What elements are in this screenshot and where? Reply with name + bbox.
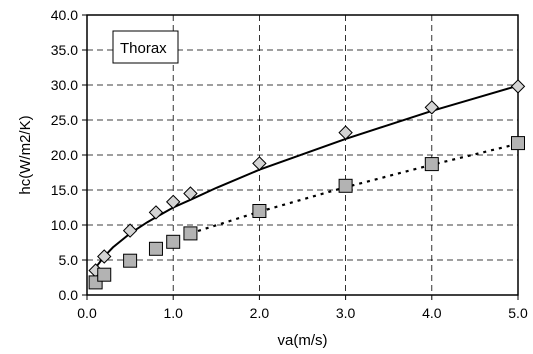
y-tick-label: 30.0 [51,77,78,93]
series-1-trend-line [94,84,519,269]
series-1-diamond-marker [252,156,267,171]
legend-label: Thorax [120,40,167,57]
series-2-square-marker [424,157,439,172]
y-tick-label: 10.0 [51,217,78,233]
y-tick-label: 15.0 [51,182,78,198]
series-1-diamond-marker [122,223,138,238]
trend-lines [94,84,519,269]
x-tick-label: 2.0 [250,305,270,321]
series-1-diamond-marker [510,79,526,94]
y-tick-labels: 0.0 5.0 10.0 15.0 20.0 25.0 30.0 35.0 40.0 [51,7,87,303]
series-2-square-marker [338,178,353,193]
x-tick-label: 1.0 [163,305,183,321]
y-tick-label: 40.0 [51,7,78,23]
series-1-diamond-marker [424,100,440,115]
y-tick-label: 20.0 [51,147,78,163]
series-2-square-marker [97,267,112,282]
series-1-diamond-marker [148,205,164,220]
series-1-diamond-marker [165,194,181,210]
legend-frame [112,30,179,64]
series-1-diamond-marker [338,125,353,140]
x-tick-labels: 0.0 1.0 2.0 3.0 4.0 5.0 [77,295,528,321]
y-tick-label: 0.0 [59,287,79,303]
legend-box: Thorax [112,30,179,64]
x-tick-label: 4.0 [422,305,442,321]
y-tick-label: 5.0 [59,252,79,268]
series-2-square-marker [511,136,525,151]
series-2-square-marker [183,226,198,241]
y-tick-label: 35.0 [51,42,78,58]
series-1-diamond-marker [183,186,198,201]
x-axis-title: va(m/s) [278,332,328,349]
series-2-trend-line [190,142,519,235]
y-axis-title: hc(W/m2/K) [17,115,34,194]
y-tick-label: 25.0 [51,112,78,128]
x-tick-label: 5.0 [508,305,528,321]
series-2-square-marker [166,234,181,249]
series-2-square-marker [252,204,267,218]
x-tick-label: 0.0 [77,305,97,321]
data-markers [88,79,526,290]
series-2-square-marker [123,253,138,268]
series-2-square-marker [148,241,163,256]
x-tick-label: 3.0 [336,305,356,321]
series-1-diamond-marker [97,249,112,264]
